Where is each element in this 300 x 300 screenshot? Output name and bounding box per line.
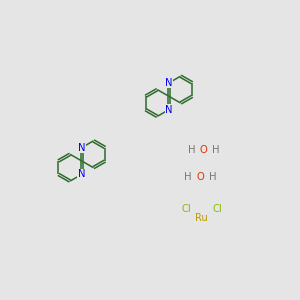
Text: N: N <box>165 105 173 115</box>
Text: Cl: Cl <box>182 204 191 214</box>
Text: N: N <box>165 78 173 88</box>
Text: H: H <box>188 145 195 155</box>
Text: N: N <box>78 169 85 179</box>
Text: H: H <box>184 172 192 182</box>
Text: O: O <box>200 145 208 155</box>
Text: N: N <box>78 142 85 153</box>
Text: Ru: Ru <box>195 214 208 224</box>
Text: H: H <box>208 172 216 182</box>
Text: H: H <box>212 145 220 155</box>
Text: O: O <box>196 172 204 182</box>
Text: Cl: Cl <box>213 204 223 214</box>
